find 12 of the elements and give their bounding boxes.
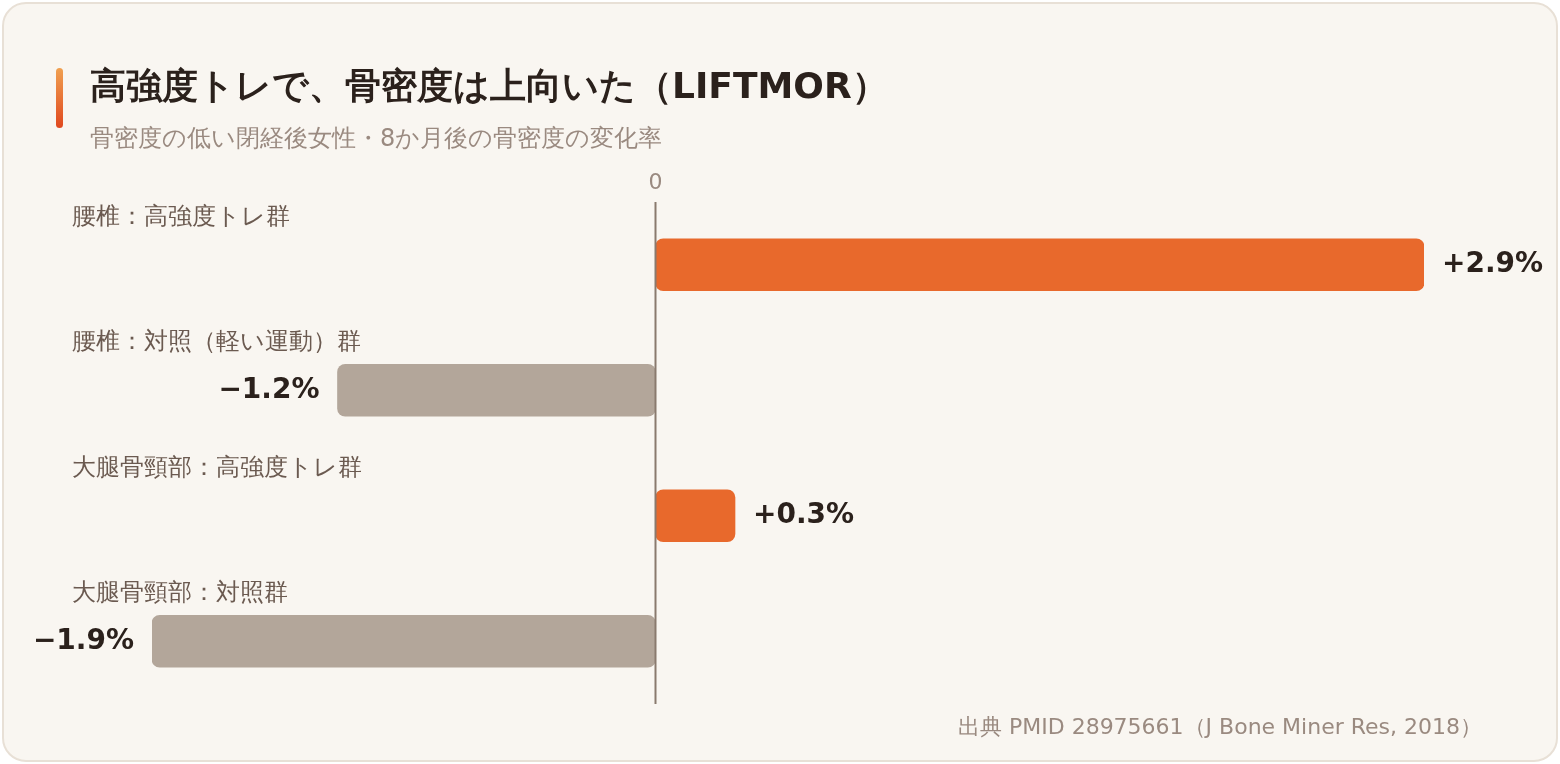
chart-subtitle: 骨密度の低い閉経後女性・8か月後の骨密度の変化率 bbox=[90, 123, 663, 154]
y-tick-label: 腰椎：高強度トレ群 bbox=[72, 201, 290, 230]
chart-title: 高強度トレで、骨密度は上向いた（LIFTMOR） bbox=[90, 64, 888, 108]
y-tick-label: 大腿骨頸部：高強度トレ群 bbox=[72, 452, 362, 481]
ref-line-label: 0 bbox=[648, 168, 663, 194]
data-label: −1.9% bbox=[32, 622, 134, 656]
y-tick-label: 腰椎：対照（軽い運動）群 bbox=[72, 327, 361, 356]
y-tick-label: 大腿骨頸部：対照群 bbox=[72, 578, 288, 607]
data-label: +0.3% bbox=[753, 497, 855, 531]
data-label: −1.2% bbox=[218, 371, 320, 405]
source-note: 出典 PMID 28975661（J Bone Miner Res, 2018） bbox=[957, 713, 1482, 741]
data-label: +2.9% bbox=[1442, 246, 1544, 280]
